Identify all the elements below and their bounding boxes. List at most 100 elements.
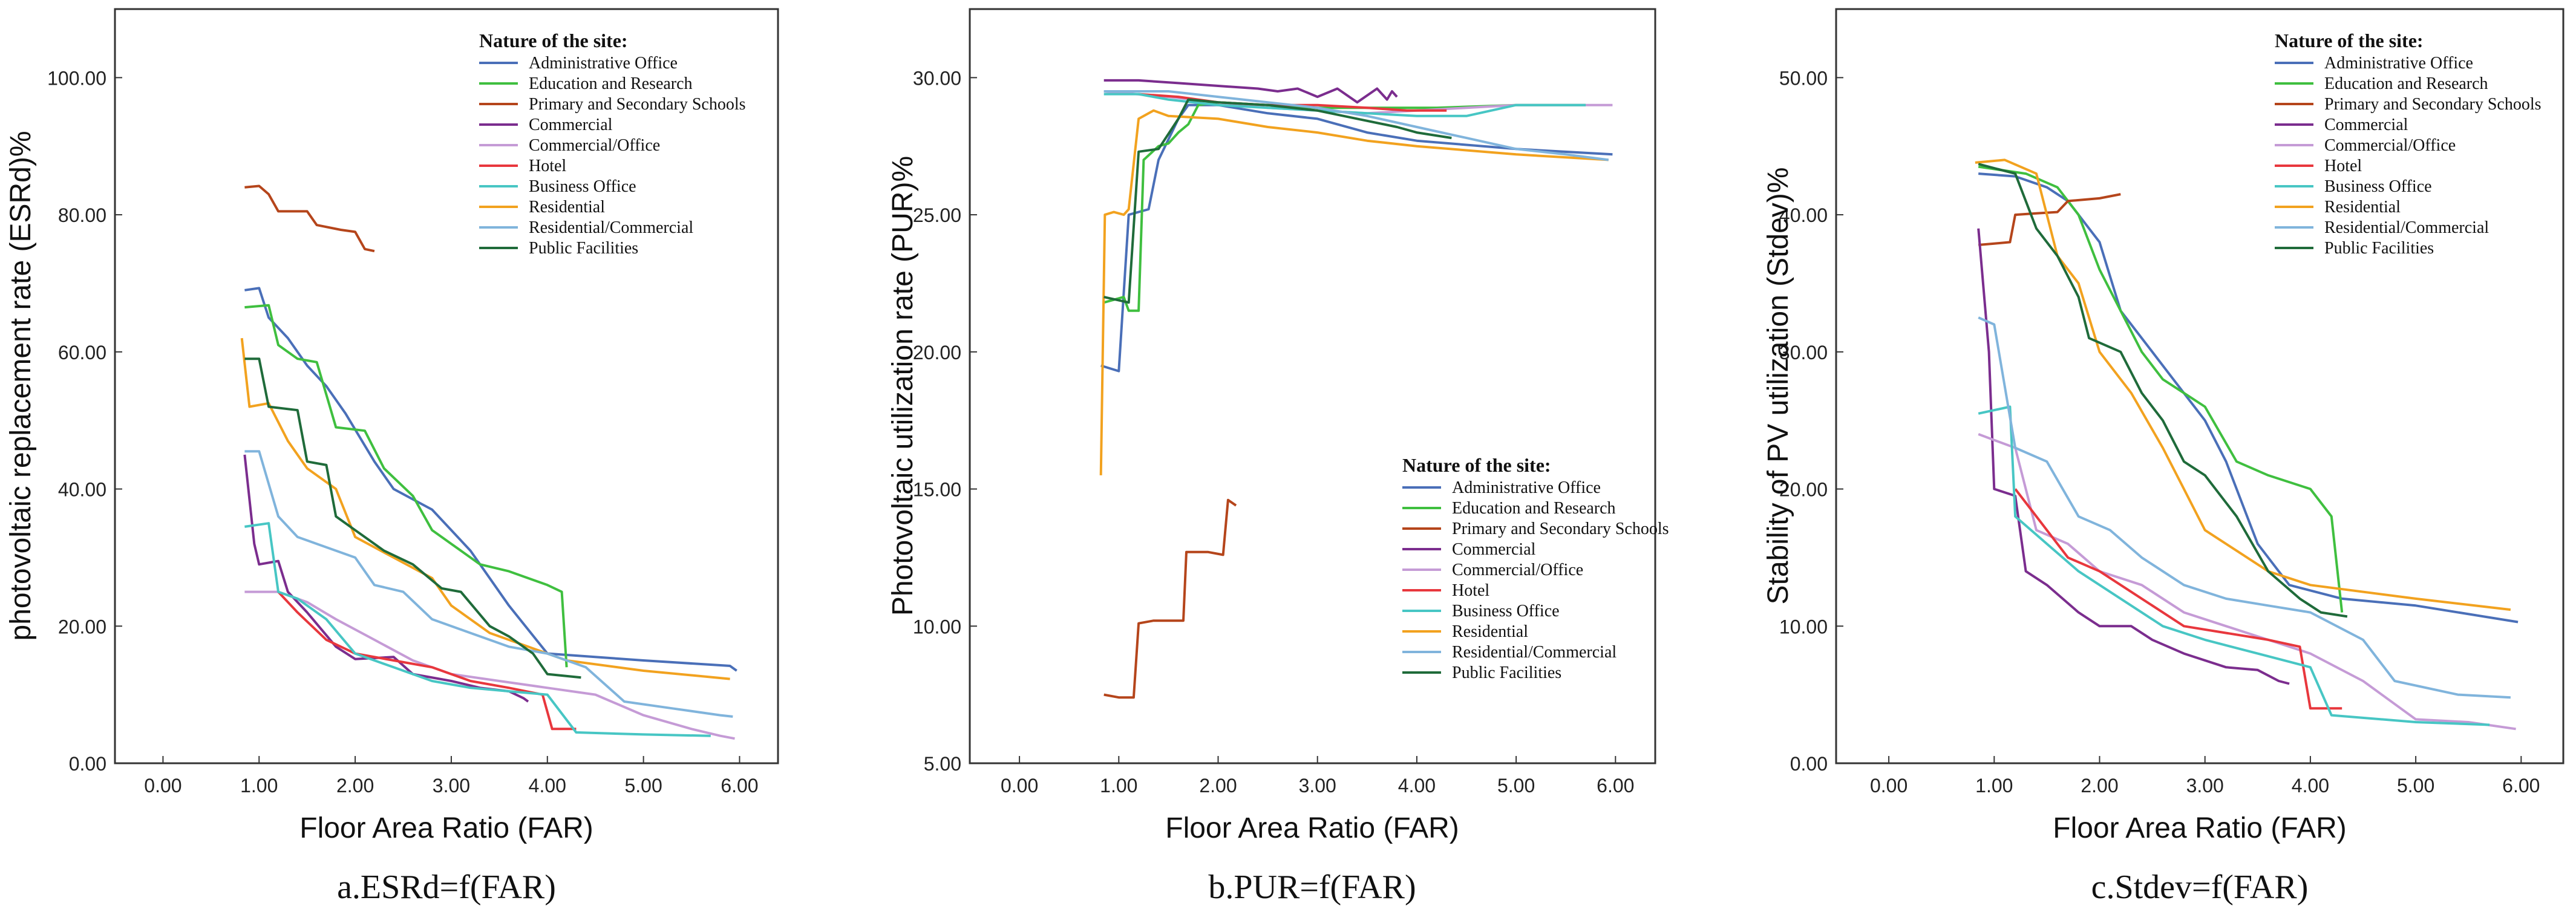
y-tick-label: 20.00 — [1779, 479, 1828, 501]
x-tick-label: 4.00 — [1398, 775, 1436, 797]
legend-label: Residential/Commercial — [529, 218, 693, 237]
legend-label: Hotel — [1452, 581, 1489, 600]
legend-label: Residential — [1452, 622, 1528, 641]
panel-a: 0.00 20.00 40.00 60.00 80.00 100.00 0.00 1.00 2… — [5, 8, 779, 906]
x-tick-label: 0.00 — [144, 775, 181, 797]
series-line-education-and-research — [1103, 101, 1586, 312]
legend: Nature of the site: Administrative Offic… — [1402, 454, 1669, 682]
x-axis-title: Floor Area Ratio (FAR) — [1165, 812, 1459, 844]
x-tick-label: 3.00 — [433, 775, 470, 797]
legend-title: Nature of the site: — [2275, 30, 2424, 51]
x-tick-label: 4.00 — [529, 775, 566, 797]
y-ticks: 0.00 20.00 40.00 60.00 80.00 100.00 — [47, 67, 122, 775]
y-tick-label: 10.00 — [913, 616, 961, 637]
series-line-education-and-research — [244, 304, 568, 668]
series-line-education-and-research — [1978, 165, 2344, 613]
x-axis-title: Floor Area Ratio (FAR) — [299, 812, 593, 844]
legend-label: Commercial — [529, 116, 613, 134]
y-axis-title: Photovoltaic utilization rate (PUR)% — [887, 156, 919, 616]
series-line-commercial-office — [1978, 433, 2516, 731]
legend-label: Public Facilities — [2324, 239, 2434, 258]
y-tick-label: 0.00 — [1790, 753, 1828, 775]
legend-label: Commercial/Office — [529, 136, 660, 155]
y-tick-label: 30.00 — [1779, 342, 1828, 363]
y-tick-label: 15.00 — [913, 479, 961, 501]
series-line-residential-commercial — [1103, 90, 1609, 161]
y-tick-label: 30.00 — [913, 67, 961, 89]
plot-frame — [1835, 8, 2565, 764]
x-tick-label: 5.00 — [1497, 775, 1535, 797]
y-ticks: 0.00 10.00 20.00 30.00 40.00 50.00 — [1779, 67, 1843, 775]
legend-title: Nature of the site: — [479, 30, 628, 51]
series-line-public-facilities — [244, 357, 581, 679]
legend-label: Public Facilities — [1452, 663, 1561, 682]
y-ticks: 5.00 10.00 15.00 20.00 25.00 30.00 — [913, 67, 977, 775]
series-line-administrative-office — [1978, 172, 2519, 624]
legend-label: Education and Research — [529, 74, 693, 93]
y-tick-label: 80.00 — [58, 204, 106, 226]
x-tick-label: 6.00 — [721, 775, 758, 797]
x-tick-label: 0.00 — [1870, 775, 1907, 797]
legend-title: Nature of the site: — [1402, 454, 1551, 476]
x-tick-label: 2.00 — [336, 775, 374, 797]
y-axis-title: Stability of PV utilization (Stdev)% — [1762, 168, 1794, 605]
x-tick-label: 4.00 — [2292, 775, 2329, 797]
series-line-public-facilities — [1103, 98, 1452, 304]
legend-label: Public Facilities — [529, 239, 638, 258]
series-line-residential — [1975, 158, 2511, 611]
series-line-primary-and-secondary-schools — [244, 184, 375, 253]
legend-label: Commercial/Office — [2324, 136, 2456, 155]
y-tick-label: 25.00 — [913, 204, 961, 226]
x-tick-label: 2.00 — [1199, 775, 1237, 797]
series-line-commercial — [1977, 228, 2290, 685]
y-tick-label: 40.00 — [1779, 204, 1828, 226]
y-tick-label: 5.00 — [924, 753, 961, 775]
legend: Nature of the site: Administrative Offic… — [2275, 30, 2542, 258]
legend-label: Commercial — [1452, 540, 1536, 559]
y-tick-label: 10.00 — [1779, 616, 1828, 637]
x-tick-label: 3.00 — [2186, 775, 2224, 797]
series-lines — [240, 184, 737, 740]
y-axis-title: photovoltaic replacement rate (ESRd)% — [5, 131, 37, 640]
legend-label: Hotel — [529, 157, 566, 175]
chart-title: b.PUR=f(FAR) — [1208, 868, 1416, 906]
chart-title: c.Stdev=f(FAR) — [2091, 868, 2309, 906]
y-tick-label: 50.00 — [1779, 67, 1828, 89]
plot-frame — [114, 8, 779, 764]
series-line-hotel — [277, 591, 577, 731]
legend-label: Residential/Commercial — [2324, 218, 2489, 237]
x-tick-label: 2.00 — [2081, 775, 2118, 797]
y-tick-label: 40.00 — [58, 479, 106, 501]
legend-label: Business Office — [2324, 177, 2432, 196]
legend-label: Residential — [2324, 198, 2401, 217]
series-line-hotel — [2014, 488, 2342, 710]
legend-label: Business Office — [1452, 602, 1560, 621]
x-ticks: 0.00 1.00 2.00 3.00 4.00 5.00 6.00 — [1870, 756, 2540, 797]
x-tick-label: 6.00 — [1597, 775, 1634, 797]
x-tick-label: 3.00 — [1299, 775, 1336, 797]
legend-label: Primary and Secondary Schools — [529, 95, 746, 114]
series-line-business-office — [1978, 405, 2490, 726]
x-ticks: 0.00 1.00 2.00 3.00 4.00 5.00 6.00 — [144, 756, 759, 797]
series-line-commercial — [1103, 79, 1398, 104]
legend-label: Residential/Commercial — [1452, 643, 1617, 662]
legend-label: Administrative Office — [529, 54, 678, 73]
y-tick-label: 20.00 — [913, 342, 961, 363]
y-tick-label: 20.00 — [58, 616, 106, 637]
series-line-residential — [1099, 109, 1609, 475]
x-tick-label: 1.00 — [1100, 775, 1137, 797]
series-line-residential-commercial — [244, 450, 733, 718]
y-tick-label: 60.00 — [58, 342, 106, 363]
legend-label: Residential — [529, 198, 605, 217]
series-line-public-facilities — [1978, 163, 2348, 618]
x-tick-label: 6.00 — [2502, 775, 2540, 797]
legend-label: Commercial/Office — [1452, 561, 1583, 579]
x-tick-label: 1.00 — [1975, 775, 2013, 797]
series-lines — [1975, 158, 2519, 731]
series-lines — [1099, 79, 1613, 699]
x-ticks: 0.00 1.00 2.00 3.00 4.00 5.00 6.00 — [1001, 756, 1634, 797]
